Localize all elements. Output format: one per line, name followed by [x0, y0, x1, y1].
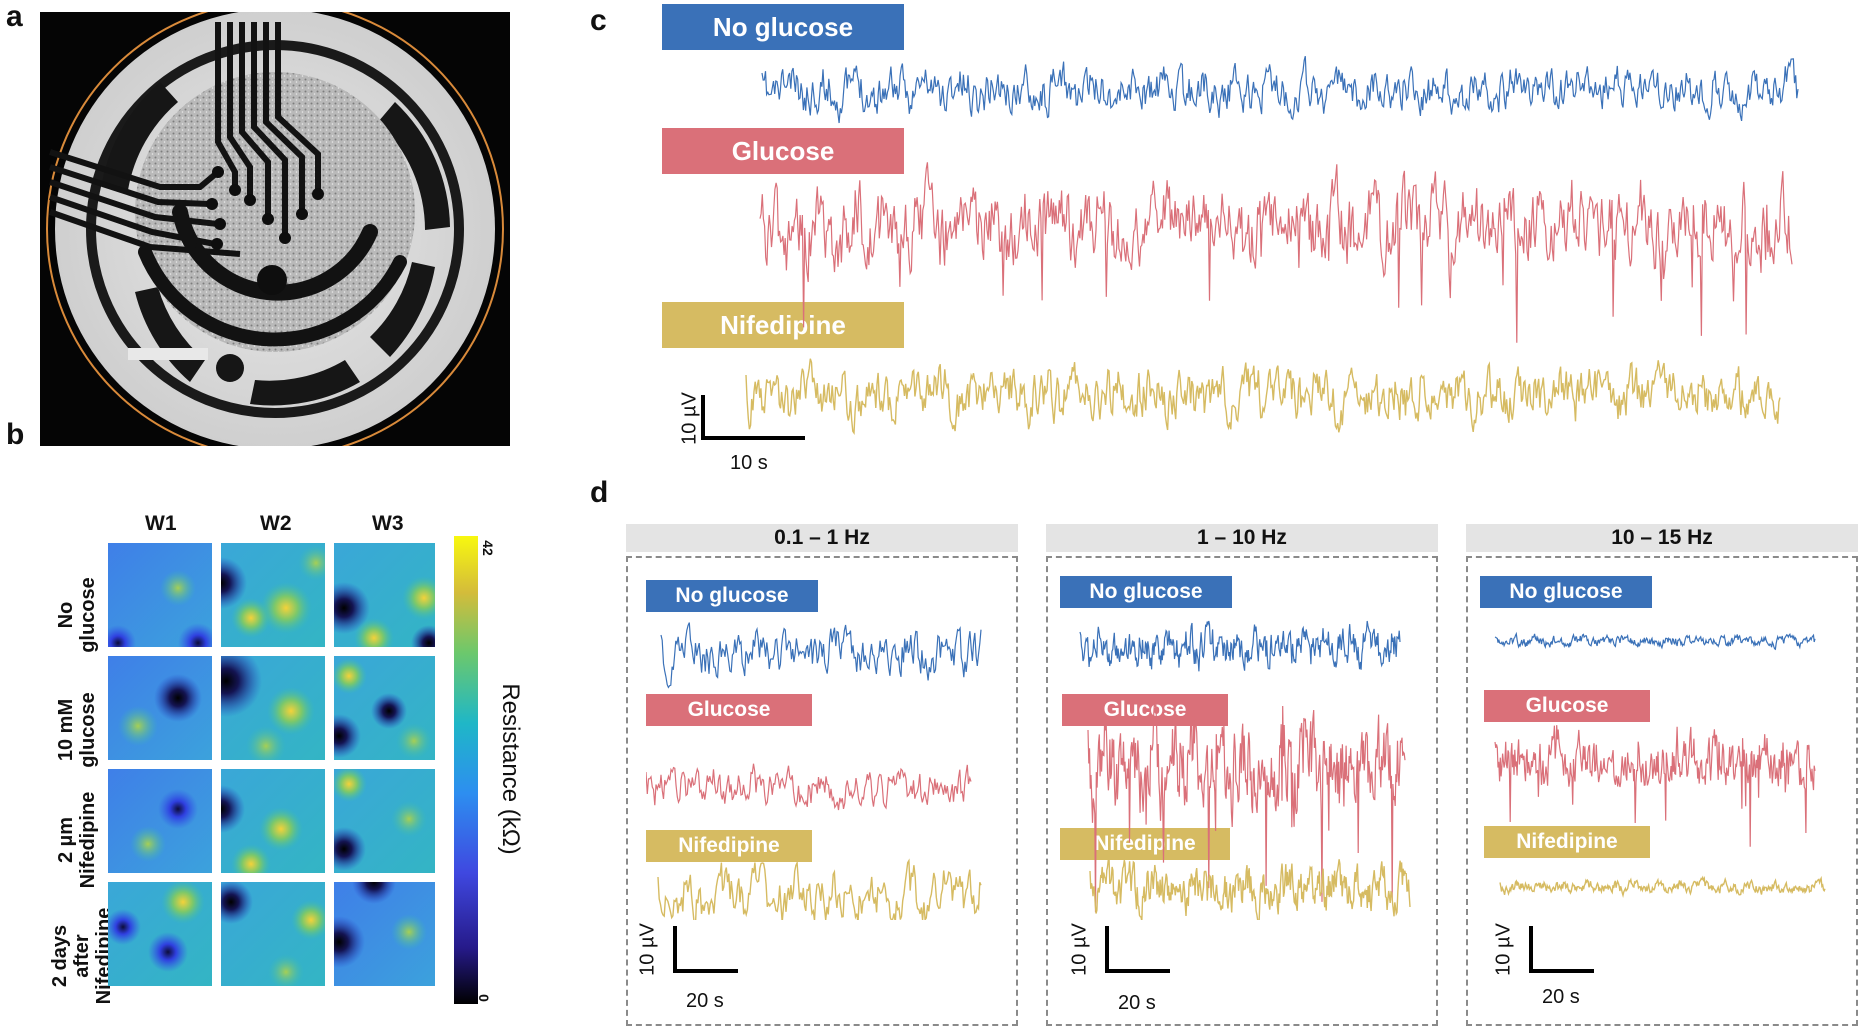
band2-scale-y: 10 µV [1492, 923, 1515, 976]
band-box-0 [626, 556, 1018, 1026]
band1-scale-x: 20 s [1118, 992, 1156, 1014]
band1-label-no-glucose: No glucose [1060, 576, 1232, 608]
band0-scale-y: 10 µV [636, 923, 659, 976]
band2-label-glucose: Glucose [1484, 690, 1650, 722]
col-label-w2: W2 [260, 512, 292, 535]
panel-letter-a: a [6, 0, 23, 33]
colorbar [454, 536, 478, 1004]
band2-label-no-glucose: No glucose [1480, 576, 1652, 608]
band0-scale-bar [673, 926, 738, 973]
band-title-1: 1 – 10 Hz [1046, 524, 1438, 552]
trace-nifedipine [745, 358, 1781, 435]
band-box-2 [1466, 556, 1858, 1026]
band-title-0: 0.1 – 1 Hz [626, 524, 1018, 552]
panel-c-traces [745, 56, 1799, 435]
row-label-nifedipine: 2 µm Nifedipine [55, 791, 99, 889]
colorbar-title: Resistance (kΩ) [497, 683, 524, 855]
label-nifedipine: Nifedipine [662, 302, 904, 348]
band1-traces [1079, 620, 1411, 920]
panel-letter-c: c [590, 4, 607, 37]
row-label-no-glucose: No glucose [55, 577, 99, 653]
band1-label-glucose: Glucose [1062, 694, 1228, 726]
scale-c-y: 10 µV [678, 392, 701, 445]
band0-traces [646, 622, 982, 920]
band-title-2: 10 – 15 Hz [1466, 524, 1858, 552]
band1-scale-bar [1105, 926, 1170, 973]
colorbar-min: 0 [475, 994, 492, 1002]
heatmap-grid [108, 543, 435, 986]
band2-scale-x: 20 s [1542, 986, 1580, 1008]
col-label-w3: W3 [372, 512, 404, 535]
trace-glucose [759, 162, 1793, 343]
trace-no-glucose [761, 56, 1799, 124]
label-no-glucose: No glucose [662, 4, 904, 50]
band2-traces [1494, 631, 1826, 898]
scale-bar-c [701, 395, 805, 440]
colorbar-max: 42 [479, 540, 496, 556]
band2-scale-bar [1529, 926, 1594, 973]
band1-label-nifedipine: Nifedipine [1060, 828, 1230, 860]
panel-letter-b: b [6, 418, 25, 451]
label-glucose: Glucose [662, 128, 904, 174]
band-box-1 [1046, 556, 1438, 1026]
device-micrograph [40, 0, 510, 458]
band0-label-nifedipine: Nifedipine [646, 830, 812, 862]
band0-scale-x: 20 s [686, 990, 724, 1012]
band2-label-nifedipine: Nifedipine [1484, 826, 1650, 858]
scale-c-x: 10 s [730, 452, 768, 474]
panel-letter-d: d [590, 476, 609, 509]
row-label-10mm-glucose: 10 mM glucose [55, 692, 99, 768]
band0-label-no-glucose: No glucose [646, 580, 818, 612]
band0-label-glucose: Glucose [646, 694, 812, 726]
band1-scale-y: 10 µV [1068, 923, 1091, 976]
device-image [46, 0, 504, 458]
col-label-w1: W1 [145, 512, 177, 535]
